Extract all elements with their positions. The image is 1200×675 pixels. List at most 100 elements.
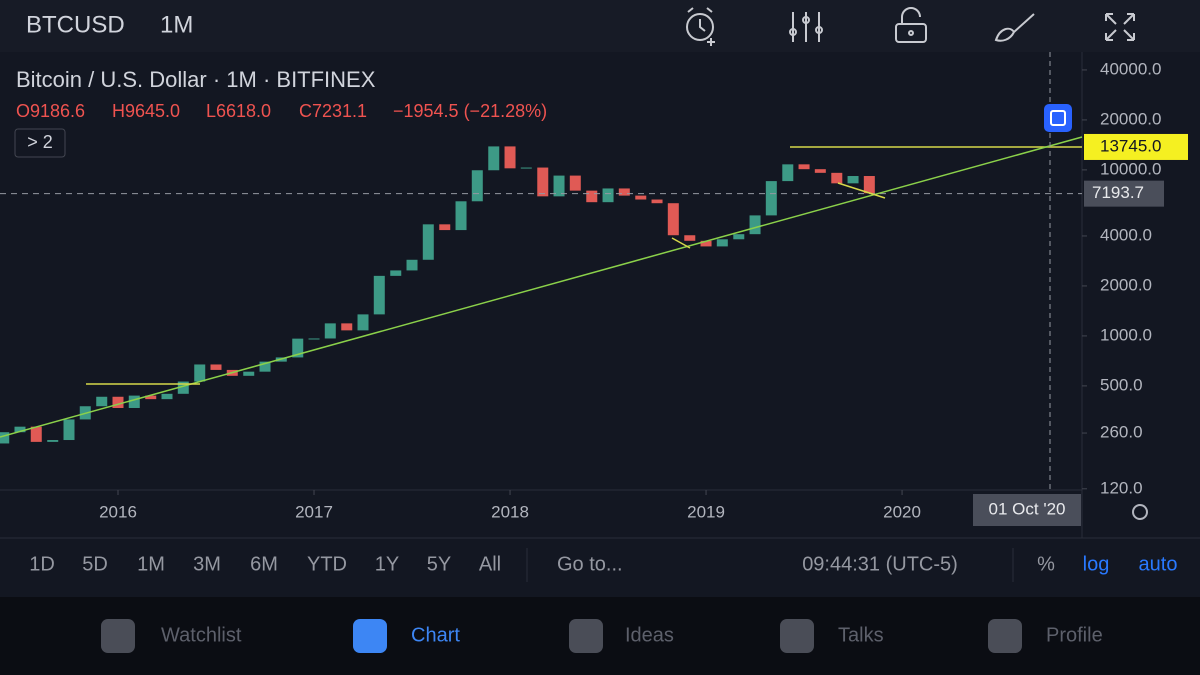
candle [847,176,859,184]
tab-icon[interactable] [569,619,603,653]
fullscreen-icon[interactable] [1105,13,1135,41]
candle [667,203,679,236]
tab-label[interactable]: Chart [411,624,460,646]
candle [194,364,206,382]
range-button[interactable]: 1Y [375,553,399,575]
candle [422,224,434,260]
range-button[interactable]: 6M [250,553,278,575]
x-tick-label: 2018 [491,502,529,521]
percent-toggle[interactable]: % [1037,553,1055,575]
y-tick-label: 10000.0 [1100,159,1161,178]
candle [324,323,336,339]
range-button[interactable]: 1M [137,553,165,575]
candle [259,361,271,372]
candle [14,426,26,433]
y-tick-label: 4000.0 [1100,225,1152,244]
candle [716,239,728,247]
candle [177,381,189,394]
interval[interactable]: 1M [160,11,193,38]
y-tick-label: 1000.0 [1100,325,1152,344]
y-tick-label: 500.0 [1100,375,1143,394]
tab-icon[interactable] [101,619,135,653]
range-bar: 1D 5D 1M 3M 6M YTD 1Y 5Y All [29,553,501,575]
lock-icon[interactable] [895,7,927,43]
candle [684,235,696,241]
draw-icon[interactable] [994,13,1035,42]
indicators-icon[interactable] [789,12,823,42]
legend-change: −1954.5 (−21.28%) [393,101,547,121]
level-box [1084,133,1188,160]
candle [798,164,810,170]
candle [341,323,353,331]
candle [357,314,369,331]
candle [635,195,647,200]
tab-icon[interactable] [780,619,814,653]
range-button[interactable]: 5Y [427,553,451,575]
indicator-toggle[interactable] [14,128,66,158]
auto-toggle[interactable]: auto [1139,553,1178,575]
trend-line [0,136,1083,438]
settings-icon[interactable] [1132,504,1148,520]
range-button[interactable]: YTD [307,553,347,575]
tab-label[interactable]: Talks [838,624,884,646]
candle [161,393,173,400]
tab-icon[interactable] [988,619,1022,653]
clock: 09:44:31 (UTC-5) [802,553,958,575]
top-icons [686,7,1135,46]
candle [700,240,712,247]
symbol[interactable]: BTCUSD [26,11,125,38]
range-button[interactable]: 5D [82,553,108,575]
tab-icon[interactable] [353,619,387,653]
drawn-lines [671,182,886,249]
candle [292,338,304,358]
tab-label[interactable]: Ideas [625,624,674,646]
candle [651,199,663,204]
candle [406,259,418,271]
candle [602,188,614,203]
indicator-count[interactable]: > 2 [27,132,53,152]
legend-open: O9186.6 [16,101,85,121]
tab-label[interactable]: Watchlist [161,624,242,646]
candle [569,175,581,191]
candle [63,419,75,441]
candle [733,234,745,240]
x-tick-label: 2017 [295,502,333,521]
price-box [1084,180,1164,207]
candle [47,440,59,442]
legend-title: Bitcoin / U.S. Dollar · 1M · BITFINEX [16,67,376,92]
candle [488,146,500,171]
legend-close: C7231.1 [299,101,367,121]
candle [537,167,549,197]
alarm-icon[interactable] [686,7,715,46]
price-label: 7193.7 [1092,183,1144,202]
candle [145,395,157,400]
x-tick-label: 2016 [99,502,137,521]
range-button[interactable]: All [479,553,501,575]
candle [308,338,320,340]
scale-button[interactable] [1044,104,1072,132]
range-button[interactable]: 3M [193,553,221,575]
candle [471,170,483,202]
candle [112,396,124,408]
level-label: 13745.0 [1100,136,1161,155]
x-tick-label: 2019 [687,502,725,521]
candle [0,432,10,444]
y-tick-label: 20000.0 [1100,109,1161,128]
candle [30,426,42,442]
candle [373,275,385,315]
goto[interactable]: Go to... [557,553,623,575]
candle [586,190,598,203]
log-toggle[interactable]: log [1083,553,1110,575]
candle [520,167,532,169]
candle [243,371,255,376]
candle [439,224,451,231]
candle [553,175,565,197]
candle [863,176,875,194]
tab-label[interactable]: Profile [1046,624,1103,646]
x-tick-label: 2020 [883,502,921,521]
candle [765,181,777,216]
candle [504,146,516,169]
candle [814,169,826,173]
range-button[interactable]: 1D [29,553,55,575]
